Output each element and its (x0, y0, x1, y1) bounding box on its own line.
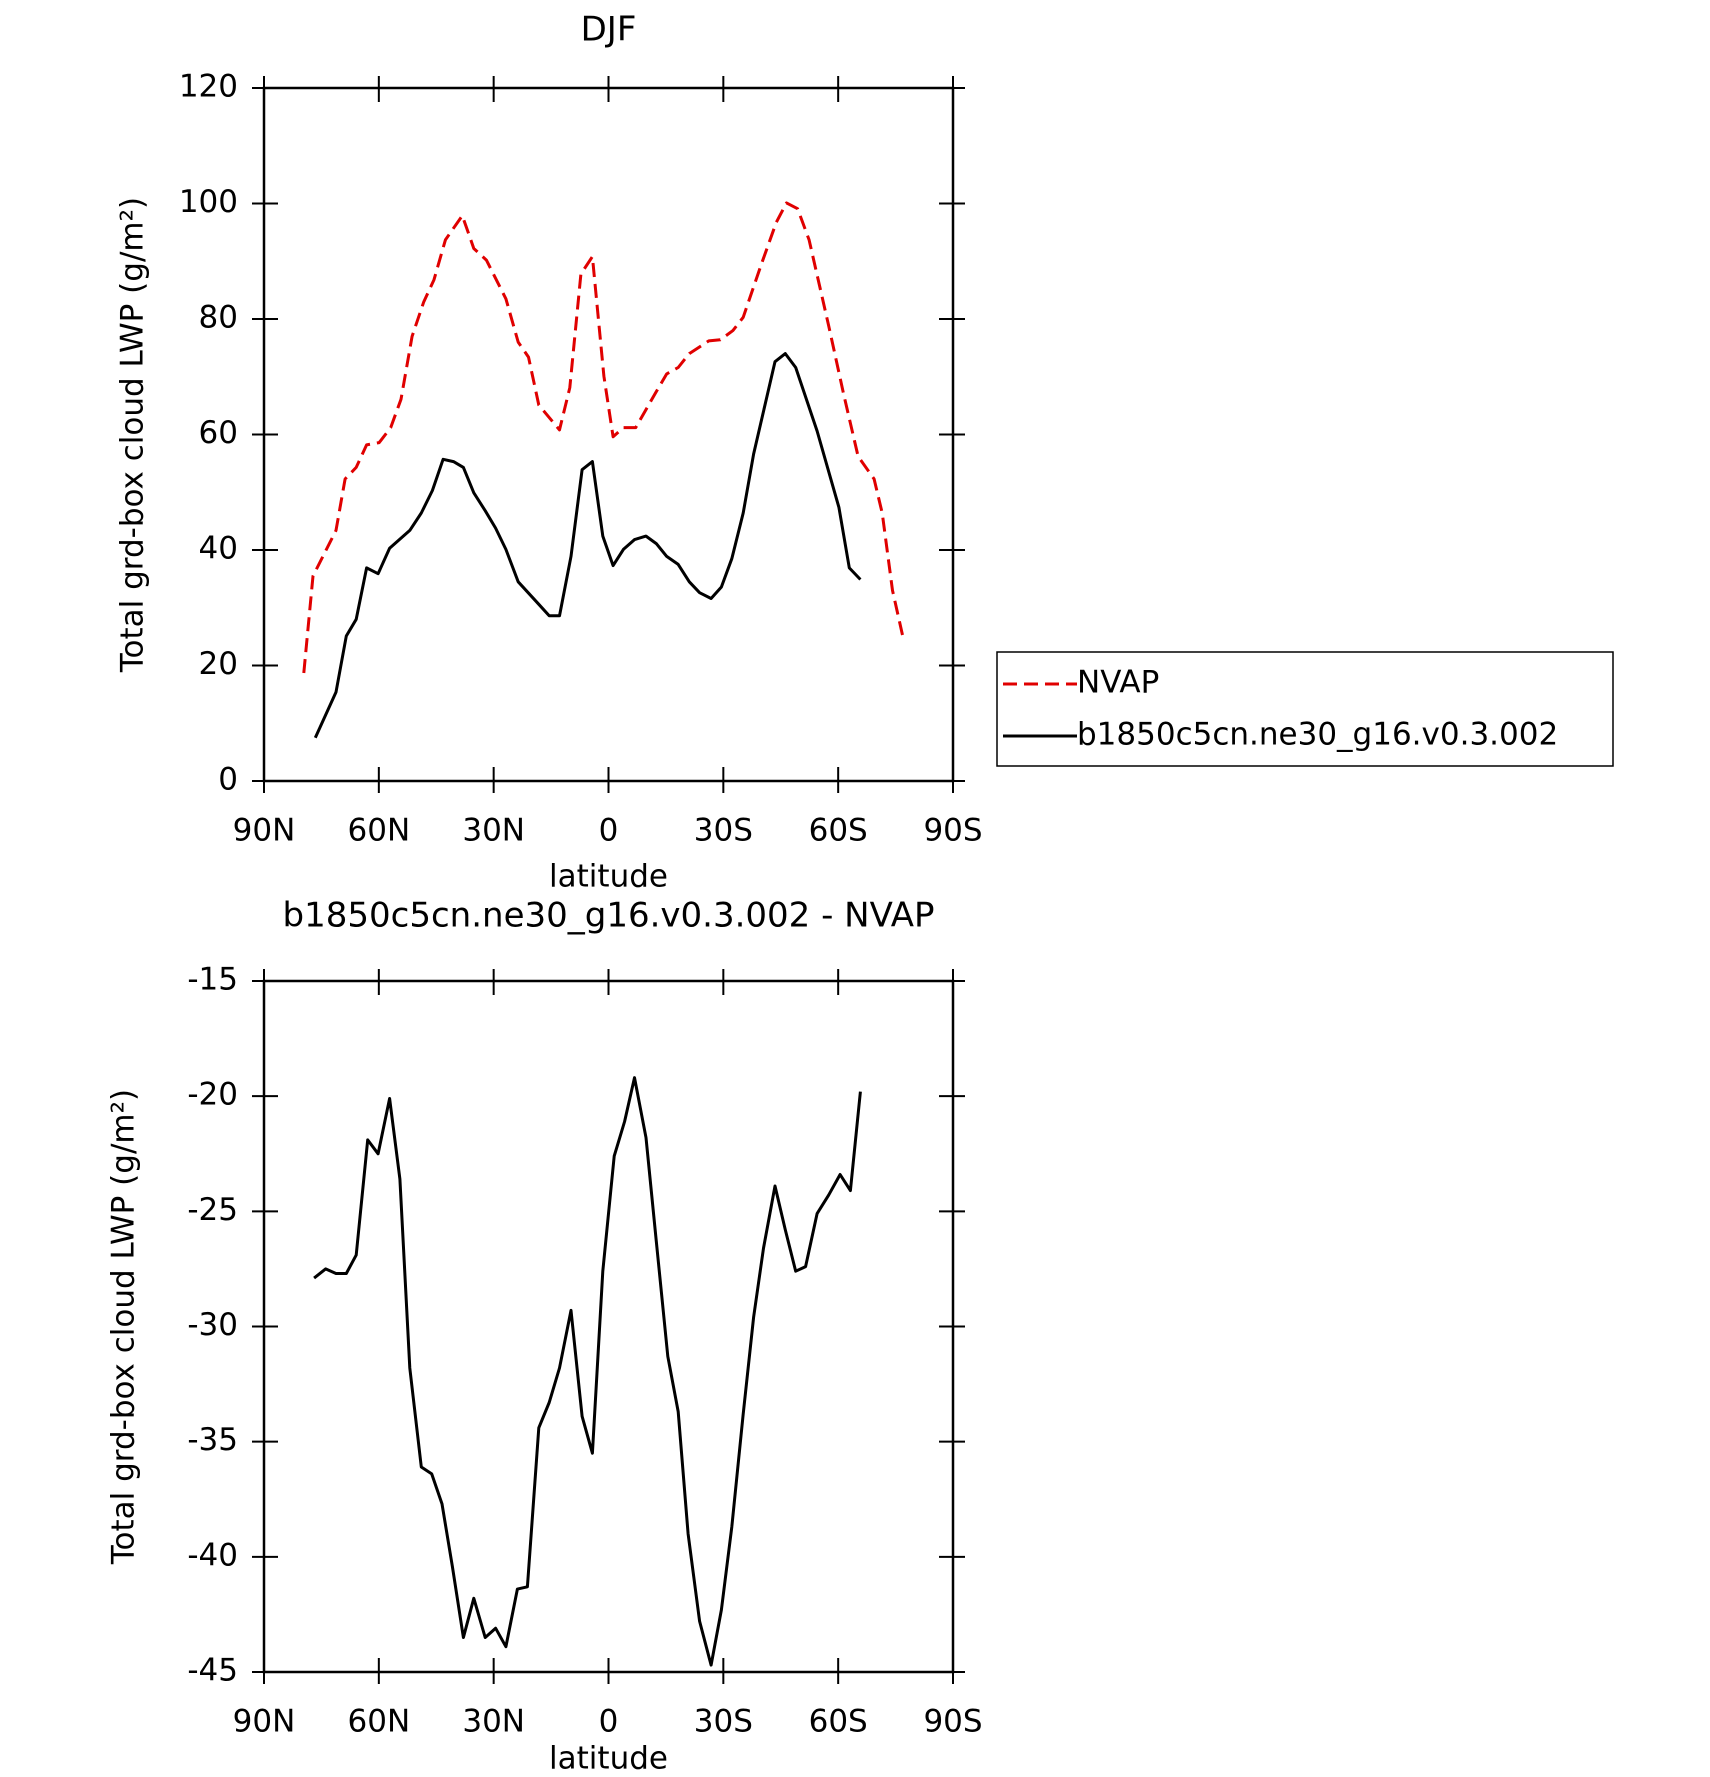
x-tick-label: 90N (233, 813, 296, 849)
x-tick-label: 0 (599, 813, 619, 849)
data-line (302, 201, 906, 674)
data-line (313, 1076, 862, 1667)
chart-title: b1850c5cn.ne30_g16.v0.3.002 - NVAP (283, 896, 935, 936)
plot-frame (262, 979, 955, 1674)
x-tick-label: 60N (348, 1704, 411, 1740)
legend-label: NVAP (1077, 665, 1159, 701)
x-axis-label: latitude (549, 1741, 668, 1777)
y-axis-label: Total grd-box cloud LWP (g/m²) (106, 1089, 142, 1565)
x-tick-label: 30S (694, 813, 753, 849)
y-tick-label: -45 (187, 1653, 238, 1689)
data-line (313, 352, 862, 739)
y-tick-label: 120 (179, 69, 238, 105)
plot-frame (262, 86, 955, 783)
y-tick-label: -30 (187, 1307, 238, 1343)
y-tick-label: 60 (199, 415, 238, 451)
y-tick-label: -25 (187, 1192, 238, 1228)
chart-title: DJF (581, 10, 637, 50)
y-tick-label: -20 (187, 1077, 238, 1113)
y-tick-label: 20 (199, 646, 238, 682)
y-tick-label: -35 (187, 1422, 238, 1458)
y-tick-label: 80 (199, 300, 238, 336)
x-tick-label: 30S (694, 1704, 753, 1740)
x-tick-label: 0 (599, 1704, 619, 1740)
y-tick-label: 40 (199, 531, 238, 567)
legend-label: b1850c5cn.ne30_g16.v0.3.002 (1077, 717, 1558, 753)
x-tick-label: 90N (233, 1704, 296, 1740)
y-tick-label: -15 (187, 962, 238, 998)
x-axis-label: latitude (549, 859, 668, 895)
legend-box (996, 651, 1614, 767)
x-tick-label: 60N (348, 813, 411, 849)
x-tick-label: 90S (923, 813, 982, 849)
y-tick-label: -40 (187, 1537, 238, 1573)
x-tick-label: 30N (462, 813, 525, 849)
y-tick-label: 0 (218, 762, 238, 798)
y-axis-label: Total grd-box cloud LWP (g/m²) (115, 197, 151, 673)
x-tick-label: 30N (462, 1704, 525, 1740)
y-tick-label: 100 (179, 184, 238, 220)
x-tick-label: 60S (809, 813, 868, 849)
x-tick-label: 60S (809, 1704, 868, 1740)
x-tick-label: 90S (923, 1704, 982, 1740)
